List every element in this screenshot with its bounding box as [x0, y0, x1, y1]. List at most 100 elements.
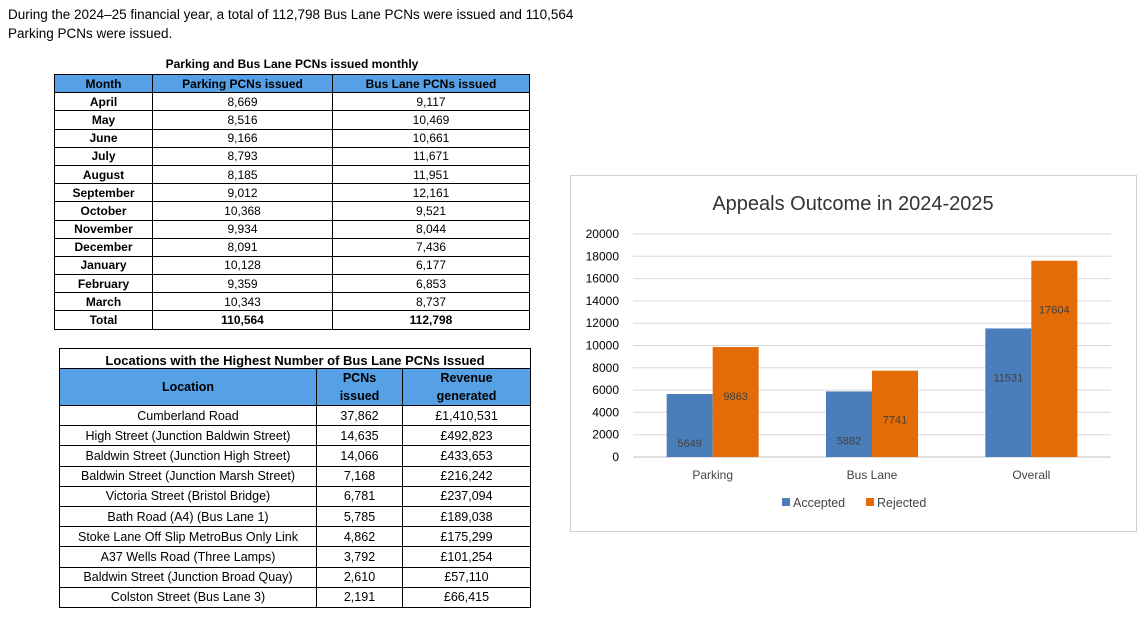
- legend-label-accepted: Accepted: [793, 496, 845, 510]
- bus-lane-cell: 9,521: [332, 201, 530, 221]
- data-label: 11531: [993, 372, 1023, 384]
- table-row: Colston Street (Bus Lane 3) 2,191 £66,415: [59, 586, 531, 608]
- table-row: Baldwin Street (Junction High Street) 14,…: [59, 445, 531, 467]
- pcns-cell: 7,168: [316, 465, 403, 487]
- table-header-row: Location PCNs issued Revenue generated: [59, 368, 531, 406]
- data-label: 17604: [1039, 305, 1070, 317]
- parking-cell: 9,012: [152, 183, 333, 203]
- bar-accepted: [666, 394, 713, 457]
- legend-swatch-rejected: [866, 498, 874, 506]
- y-tick-label: 20000: [586, 227, 620, 241]
- y-tick-label: 0: [612, 450, 619, 464]
- pcns-cell: 5,785: [316, 505, 403, 528]
- data-label: 7741: [883, 415, 907, 427]
- location-cell: A37 Wells Road (Three Lamps): [59, 546, 317, 568]
- revenue-cell: £492,823: [402, 425, 531, 447]
- location-cell: Colston Street (Bus Lane 3): [59, 586, 317, 608]
- location-cell: High Street (Junction Baldwin Street): [59, 425, 317, 447]
- category-label: Parking: [692, 468, 733, 482]
- intro-text: During the 2024–25 financial year, a tot…: [8, 7, 574, 41]
- header-bus-lane: Bus Lane PCNs issued: [332, 73, 530, 94]
- month-cell: September: [54, 183, 153, 203]
- parking-cell: 8,793: [152, 146, 333, 166]
- month-cell: December: [54, 237, 153, 257]
- header-pcns-line1: PCNs: [342, 371, 377, 385]
- table-row: October 10,368 9,521: [54, 201, 530, 221]
- parking-cell: 8,516: [152, 110, 333, 130]
- revenue-cell: £189,038: [402, 505, 531, 528]
- table-row: April 8,669 9,117: [54, 92, 530, 112]
- location-cell: Bath Road (A4) (Bus Lane 1): [59, 505, 317, 528]
- pcns-cell: 6,781: [316, 485, 403, 507]
- category-label: Overall: [1012, 468, 1050, 482]
- month-cell: October: [54, 201, 153, 221]
- y-tick-label: 8000: [592, 361, 619, 375]
- data-label: 5649: [677, 438, 701, 450]
- location-cell: Cumberland Road: [59, 404, 317, 427]
- locations-table: Locations with the Highest Number of Bus…: [59, 348, 531, 608]
- table-row: High Street (Junction Baldwin Street) 14,…: [59, 425, 531, 447]
- pcns-cell: 2,610: [316, 566, 403, 588]
- legend-swatch-accepted: [782, 498, 790, 506]
- total-row: Total 110,564 112,798: [54, 310, 530, 330]
- parking-cell: 8,091: [152, 237, 333, 257]
- chart-title: Appeals Outcome in 2024-2025: [712, 193, 993, 215]
- table-row: May 8,516 10,469: [54, 110, 530, 130]
- month-cell: February: [54, 274, 153, 294]
- table-row: July 8,793 11,671: [54, 146, 530, 166]
- revenue-cell: £101,254: [402, 546, 531, 568]
- table-caption-row: Locations with the Highest Number of Bus…: [59, 348, 531, 369]
- category-label: Bus Lane: [847, 468, 898, 482]
- parking-cell: 10,368: [152, 201, 333, 221]
- pcns-cell: 14,635: [316, 425, 403, 447]
- y-tick-label: 16000: [586, 272, 620, 286]
- y-tick-label: 18000: [586, 249, 620, 263]
- monthly-table-caption: Parking and Bus Lane PCNs issued monthly: [165, 57, 419, 71]
- header-month: Month: [54, 73, 153, 94]
- month-cell: July: [54, 146, 153, 166]
- table-row: November 9,934 8,044: [54, 219, 530, 239]
- month-cell: Total: [54, 310, 153, 330]
- bus-lane-cell: 10,469: [332, 110, 530, 130]
- parking-cell: 10,128: [152, 255, 333, 276]
- bus-lane-cell: 6,177: [332, 255, 530, 276]
- bus-lane-cell: 11,951: [332, 164, 530, 185]
- header-revenue: Revenue generated: [402, 368, 531, 406]
- table-row: Baldwin Street (Junction Broad Quay) 2,61…: [59, 566, 531, 588]
- header-location: Location: [59, 368, 317, 406]
- table-row: Bath Road (A4) (Bus Lane 1) 5,785 £189,038: [59, 505, 531, 528]
- monthly-pcn-table: Month Parking PCNs issued Bus Lane PCNs …: [54, 73, 530, 330]
- y-tick-label: 2000: [592, 428, 619, 442]
- table-row: March 10,343 8,737: [54, 292, 530, 312]
- legend-label-rejected: Rejected: [877, 496, 926, 510]
- parking-cell: 8,669: [152, 92, 333, 112]
- appeals-chart-svg: Appeals Outcome in 2024-2025 0 2000 4000 60…: [586, 193, 1111, 510]
- bus-lane-cell: 7,436: [332, 237, 530, 257]
- locations-table-caption: Locations with the Highest Number of Bus…: [59, 348, 531, 369]
- table-row: September 9,012 12,161: [54, 183, 530, 203]
- header-pcns-line2: issued: [339, 389, 380, 403]
- month-cell: March: [54, 292, 153, 312]
- header-revenue-line1: Revenue: [440, 371, 493, 385]
- revenue-cell: £237,094: [402, 485, 531, 507]
- table-row: December 8,091 7,436: [54, 237, 530, 257]
- table-header-row: Month Parking PCNs issued Bus Lane PCNs …: [54, 73, 530, 94]
- month-cell: May: [54, 110, 153, 130]
- location-cell: Baldwin Street (Junction Broad Quay): [59, 566, 317, 588]
- table-row: Victoria Street (Bristol Bridge) 6,781 £23…: [59, 485, 531, 507]
- bus-lane-cell: 112,798: [332, 310, 530, 330]
- bus-lane-cell: 12,161: [332, 183, 530, 203]
- parking-cell: 9,359: [152, 274, 333, 294]
- month-cell: June: [54, 128, 153, 148]
- bus-lane-cell: 9,117: [332, 92, 530, 112]
- location-cell: Baldwin Street (Junction High Street): [59, 445, 317, 467]
- bar-rejected: [1031, 260, 1078, 457]
- bus-lane-cell: 10,661: [332, 128, 530, 148]
- bar-rejected: [872, 370, 918, 457]
- bus-lane-cell: 11,671: [332, 146, 530, 166]
- table-row: June 9,166 10,661: [54, 128, 530, 148]
- revenue-cell: £1,410,531: [402, 404, 531, 427]
- revenue-cell: £216,242: [402, 465, 531, 487]
- data-label: 9863: [723, 391, 747, 403]
- revenue-cell: £175,299: [402, 526, 531, 548]
